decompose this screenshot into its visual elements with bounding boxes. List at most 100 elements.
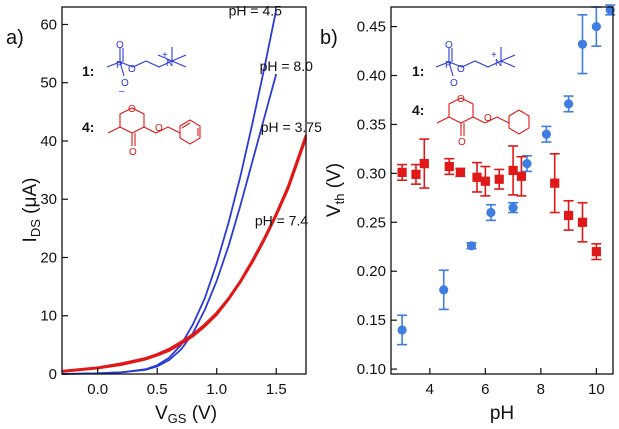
data-point-series-4	[455, 167, 466, 178]
data-point-series-1	[508, 201, 519, 214]
square-marker	[516, 171, 527, 181]
series-line-7-4	[61, 134, 308, 373]
compound-1-structure-b	[435, 47, 516, 77]
panel-b-y-axis-label: Vth (V)	[324, 163, 347, 217]
svg-text:+: +	[162, 50, 168, 61]
panel-b-y-tick-label: 0.45	[357, 19, 386, 36]
circle-marker	[486, 207, 496, 218]
compound-4-atoms-b: O O O	[457, 94, 492, 148]
panel-b-x-tick-label: 4	[426, 381, 434, 398]
compound-1-structure-a	[106, 47, 187, 77]
data-point-series-1	[485, 203, 496, 222]
square-marker	[494, 174, 504, 184]
panel-label-a: a)	[6, 27, 24, 49]
panel-b-y-tick-label: 0.30	[357, 165, 386, 182]
panel-a: a) 0.0 0.5 1.0 1.5 0 10 20 30 40 50 60 pH = 4.5 pH …	[6, 3, 322, 426]
panel-a-x-axis-label: VGS (V)	[155, 403, 217, 426]
panel-a-y-tick-label: 50	[40, 75, 57, 92]
data-point-series-4	[444, 157, 455, 176]
square-marker	[591, 247, 601, 257]
panel-a-y-tick-label: 0	[49, 366, 57, 383]
panel-b-y-tick-label: 0.40	[357, 68, 386, 85]
compound-4-structure-a	[107, 107, 201, 146]
data-point-series-1	[541, 125, 552, 143]
data-point-series-4	[480, 165, 491, 197]
svg-text:O: O	[445, 40, 453, 51]
circle-marker	[439, 285, 449, 295]
square-marker	[397, 167, 407, 177]
circle-marker	[591, 21, 601, 32]
panel-b-y-tick-label: 0.20	[357, 263, 386, 280]
svg-text:O: O	[116, 40, 124, 51]
panel-a-frame	[61, 6, 307, 375]
circle-marker	[522, 158, 532, 169]
panel-a-x-tick-label: 0.0	[87, 381, 108, 398]
data-point-series-4	[419, 138, 430, 189]
data-point-series-4	[591, 243, 602, 261]
svg-text:O: O	[129, 147, 137, 158]
svg-text:P: P	[445, 60, 452, 71]
square-marker	[577, 217, 588, 227]
data-point-series-1	[438, 269, 449, 311]
compound-1-label-b: 1:	[412, 63, 424, 79]
square-marker	[564, 210, 574, 221]
panel-a-y-tick-label: 20	[40, 249, 57, 266]
circle-marker	[508, 203, 518, 213]
panel-label-b: b)	[320, 27, 338, 49]
ph-annotation: pH = 8.0	[260, 58, 314, 74]
svg-text:O: O	[458, 137, 466, 148]
panel-a-y-tick-label: 10	[40, 308, 57, 325]
svg-text:O: O	[484, 113, 492, 124]
compound-4-structure-b	[436, 97, 530, 136]
panel-a-y-tick-label: 40	[40, 133, 57, 150]
panel-b: b) 4 6 8 10 0.10 0.15 0.20 0.25 0.30 0.35 0.40 0.45…	[320, 4, 616, 424]
circle-marker	[577, 39, 588, 49]
compound-1-label-a: 1:	[82, 63, 94, 79]
data-point-series-1	[591, 6, 602, 47]
panel-b-y-tick-label: 0.25	[357, 214, 386, 231]
data-point-series-1	[521, 154, 532, 173]
compound-1-atoms-b: O P O O N +	[445, 40, 502, 89]
circle-marker	[564, 99, 574, 109]
panel-a-x-tick-label: 1.0	[206, 381, 227, 398]
data-point-series-1	[563, 95, 574, 113]
ph-annotation: pH = 7.4	[255, 212, 309, 228]
panel-a-y-tick-label: 60	[40, 16, 57, 33]
compound-4-label-a: 4:	[82, 119, 94, 135]
svg-text:N: N	[495, 58, 502, 69]
circle-marker	[397, 325, 407, 335]
data-point-series-1	[397, 314, 408, 346]
data-point-series-4	[516, 155, 527, 197]
data-point-series-4	[549, 153, 560, 214]
data-point-series-4	[508, 145, 519, 196]
ph-annotation: pH = 3.75	[261, 119, 322, 135]
panel-b-points	[397, 4, 616, 346]
svg-text:O: O	[128, 104, 136, 115]
square-marker	[472, 172, 482, 182]
svg-text:O: O	[457, 64, 465, 75]
square-marker	[444, 161, 454, 172]
panel-b-y-tick-label: 0.35	[357, 116, 386, 133]
svg-text:N: N	[166, 58, 173, 69]
panel-b-x-tick-label: 10	[588, 381, 605, 398]
svg-text:O: O	[450, 78, 458, 89]
panel-a-y-tick-label: 30	[40, 191, 57, 208]
panel-a-y-axis-label: IDS (μA)	[20, 178, 43, 243]
square-marker	[550, 178, 560, 188]
svg-text:–: –	[119, 86, 125, 97]
data-point-series-4	[410, 163, 421, 185]
series-line-3-75	[61, 137, 308, 373]
compound-4-label-b: 4:	[412, 102, 424, 118]
svg-text:O: O	[121, 78, 129, 89]
square-marker	[480, 176, 490, 186]
panel-b-y-tick-label: 0.15	[357, 312, 386, 329]
compound-4-atoms-a: O O O	[128, 104, 163, 158]
panel-b-x-axis-label: pH	[490, 403, 514, 424]
panel-a-lines	[61, 9, 308, 375]
panel-b-y-tick-label: 0.10	[357, 361, 386, 378]
panel-a-x-tick-label: 1.5	[266, 381, 287, 398]
panel-b-x-tick-label: 6	[481, 381, 489, 398]
data-point-series-4	[472, 161, 483, 193]
svg-text:P: P	[116, 60, 123, 71]
